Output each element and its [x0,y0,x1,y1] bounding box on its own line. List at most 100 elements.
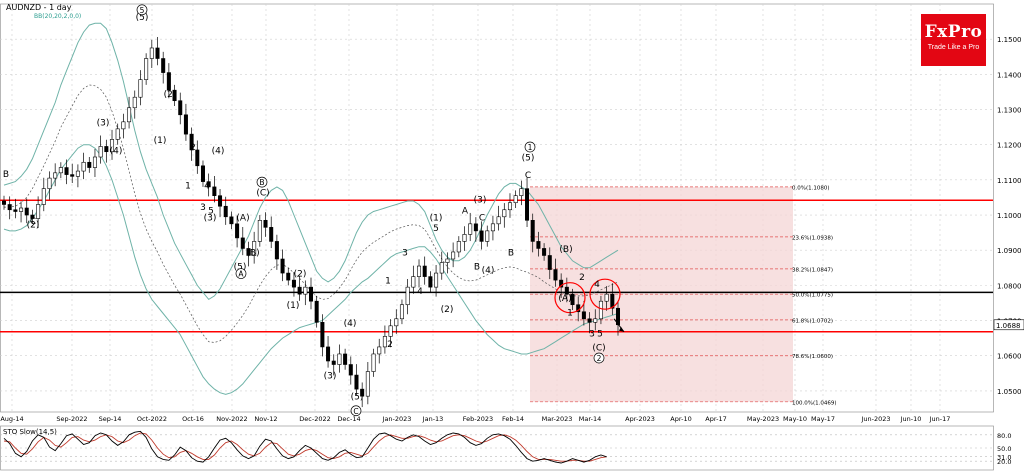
candle-body [331,360,336,365]
candle-body [178,100,183,116]
wave-label: 3 [402,248,408,258]
circled-wave-label: A [238,270,244,279]
x-tick-label: Apr-17 [705,415,726,423]
wave-label: (B) [559,245,572,255]
candle-body [598,300,603,320]
brand-logo-text: FxPro [924,22,983,42]
wave-label: (2) [294,270,307,280]
candle-body [1,200,7,205]
candle-body [87,161,92,168]
candle-body [246,248,251,256]
candle-body [593,318,598,323]
candle-body [581,311,586,320]
circled-wave-label: C [353,407,358,416]
x-tick-label: Jun-2023 [860,415,890,423]
wave-label: 3 [589,329,595,339]
candle-body [240,237,245,249]
candle-body [36,204,41,219]
candle-body [570,293,575,306]
circled-wave-marker [136,4,148,16]
candlestick-series [1,37,621,408]
x-tick-label: May-2023 [747,415,779,423]
wave-label: 4 [594,280,600,290]
candle-body [343,353,348,365]
wave-label: (1) [287,301,300,311]
candle-body [388,325,393,337]
x-tick-label: Jun-10 [900,415,922,423]
candle-body [161,58,166,73]
candle-body [462,234,467,242]
candle-body [326,346,331,362]
candle-body [434,272,439,288]
fib-level-label: 50.0%(1.0775) [792,293,833,299]
candle-body [121,121,126,130]
candle-body [138,79,143,98]
candle-body [507,202,512,211]
wave-label: (A) [236,213,249,223]
candle-body [280,258,285,274]
candle-body [559,279,564,288]
candle-body [223,205,228,218]
wave-label: C [525,171,531,181]
candle-body [252,241,257,256]
candle-body [394,318,399,327]
candle-body [58,167,63,174]
candle-body [235,223,240,239]
y-tick-label: 1.1200 [997,142,1022,150]
wave-label: 4 [204,182,210,192]
y-tick-label: 1.1400 [997,71,1022,79]
candle-body [542,248,547,256]
candle-body [155,47,160,59]
candle-body [286,272,291,281]
candle-body [212,186,217,196]
x-tick-label: Oct-2022 [137,415,167,423]
wave-label: 4 [417,287,423,297]
x-tick-label: Oct-16 [182,415,204,423]
candle-body [547,255,552,270]
candle-body [587,318,592,323]
candle-body [496,216,501,225]
candle-body [360,388,365,397]
circled-wave-marker [256,176,268,188]
wave-label: (2) [441,305,454,315]
current-price-box [993,319,1024,331]
candle-body [172,89,177,102]
wave-label: 5 [597,329,603,339]
wave-label: 2 [190,143,196,153]
fib-level-label: 78.6%(1.0600) [792,354,833,360]
candle-body [47,177,52,189]
candle-body [525,188,530,221]
candle-body [24,207,29,216]
fib-level-label: 100.0%(1.0469) [792,400,837,406]
x-tick-label: Nov-2022 [216,415,247,423]
x-tick-label: Sep-14 [99,415,122,423]
y-tick-label: 1.1300 [997,107,1022,115]
candle-body [195,149,200,167]
candle-body [314,300,319,323]
wave-label: (C) [592,343,605,353]
wave-label: (C) [256,189,269,199]
x-tick-label: Jan-2023 [382,415,412,423]
candle-body [399,304,404,320]
candle-body [439,262,444,274]
circled-wave-label: 1 [528,143,533,152]
candle-body [348,364,353,376]
x-tick-label: May-17 [811,415,835,423]
x-tick-label: May-10 [783,415,807,423]
wave-label: (4) [212,146,225,156]
candle-body [115,128,120,140]
candle-body [206,181,211,188]
stochastic-label: STO Slow(14,5) [3,428,57,436]
x-tick-label: Feb-14 [502,415,524,423]
chart-axes: 1.1500 1.1400 1.1300 1.1200 1.1100 1.1000 1.09… [0,36,1024,423]
candle-body [303,286,308,295]
x-tick-label: Mar-14 [579,415,601,423]
candle-body [218,195,223,207]
candle-body [92,156,97,168]
wave-label: 5 [208,206,214,216]
fib-level-label: 0.0%(1.1080) [792,185,830,191]
x-tick-label: Jan-13 [422,415,444,423]
wave-label: (5) [351,393,364,403]
candle-body [7,204,12,211]
candle-body [513,195,518,204]
